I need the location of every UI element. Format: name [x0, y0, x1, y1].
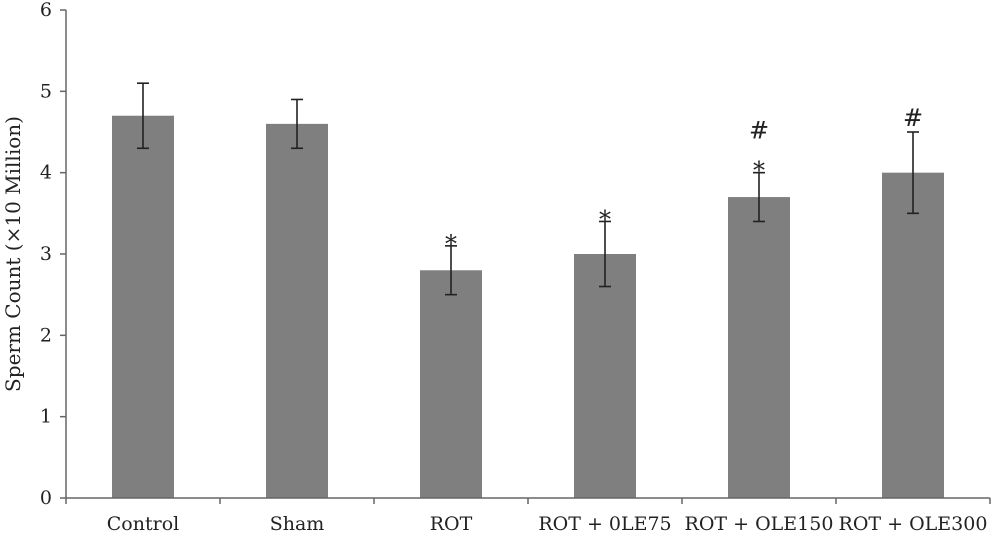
y-tick-label: 0	[40, 487, 52, 509]
bar	[574, 254, 636, 498]
bar	[266, 123, 328, 498]
significance-hash: #	[903, 104, 923, 132]
error-bar	[137, 82, 149, 150]
significance-star: *	[445, 230, 457, 258]
y-tick-label: 1	[40, 406, 52, 428]
bar	[112, 115, 174, 498]
y-tick-label: 4	[40, 162, 52, 184]
y-tick-label: 5	[40, 80, 52, 102]
x-category-label: ROT + 0LE75	[538, 513, 671, 535]
x-axis-ticks: Control Sham ROT ROT + 0LE75 ROT + OLE150 ROT…	[65, 498, 991, 535]
error-bar	[753, 171, 765, 223]
y-axis-ticks: 0 1 2 3 4 5 6	[40, 0, 66, 509]
x-category-label: ROT + OLE300	[839, 513, 988, 535]
bars-group	[112, 115, 944, 499]
y-tick-label: 2	[40, 324, 52, 346]
bar	[728, 197, 790, 499]
error-bar	[907, 131, 919, 215]
significance-star: *	[599, 205, 611, 233]
error-bars-group	[137, 82, 919, 296]
significance-star: *	[753, 157, 765, 185]
significance-marks-group: * * * # #	[445, 104, 923, 258]
significance-hash: #	[749, 117, 769, 145]
bar	[882, 172, 944, 498]
error-bar	[291, 98, 303, 150]
bar	[420, 270, 482, 498]
y-axis-title: Sperm Count (×10 Million)	[1, 116, 25, 392]
x-category-label: ROT	[430, 513, 473, 535]
x-category-label: Control	[107, 513, 179, 535]
y-tick-label: 6	[40, 0, 52, 21]
x-category-label: Sham	[270, 513, 325, 535]
error-bar	[599, 220, 611, 288]
y-tick-label: 3	[40, 243, 52, 265]
x-category-label: ROT + OLE150	[685, 513, 834, 535]
error-bar	[445, 245, 457, 296]
